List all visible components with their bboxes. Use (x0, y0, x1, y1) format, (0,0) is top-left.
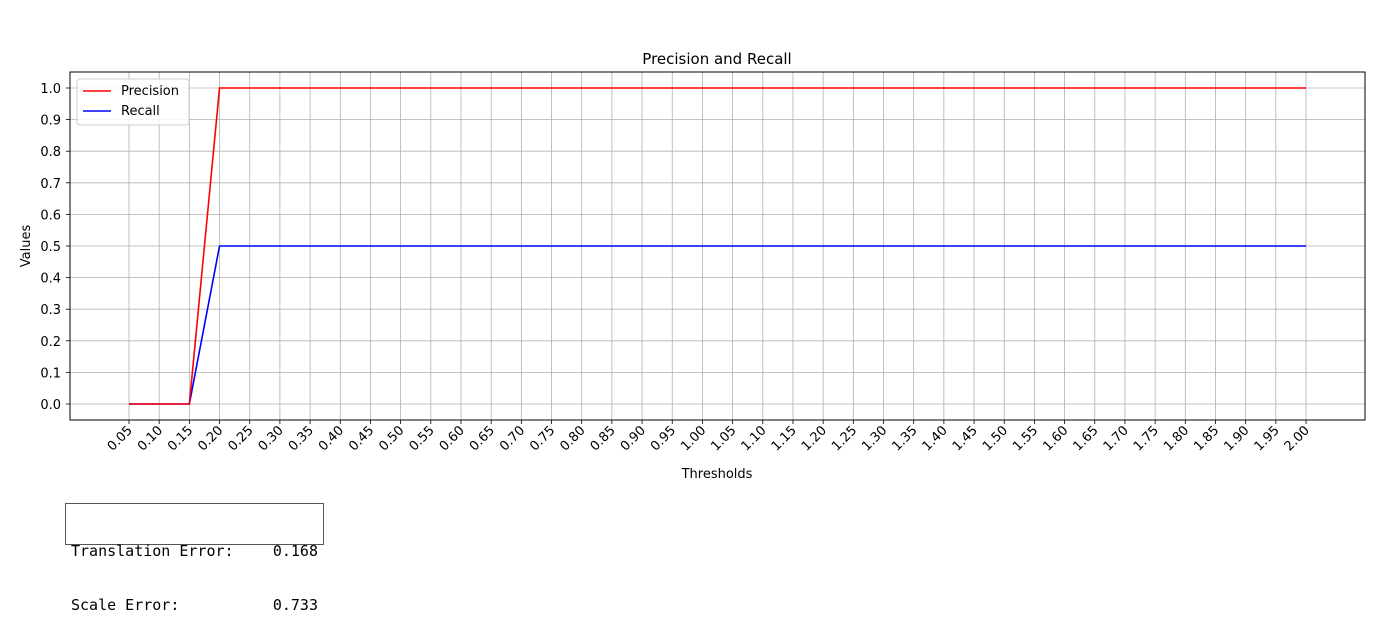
y-tick-label: 0.0 (40, 398, 61, 413)
y-tick-label: 0.5 (40, 240, 61, 255)
y-tick-label: 0.6 (40, 208, 61, 223)
x-tick-label: 0.05 (105, 423, 136, 454)
series-lines (129, 87, 1307, 405)
x-tick-label: 1.35 (889, 423, 920, 454)
x-axis-ticks: 0.05 0.10 0.15 0.20 0.25 0.30 0.35 0.40 0.45 0.50… (105, 420, 1313, 454)
x-tick-label: 1.55 (1010, 423, 1041, 454)
x-tick-label: 2.00 (1282, 423, 1313, 454)
x-tick-label: 0.30 (256, 423, 287, 454)
x-tick-label: 0.85 (588, 423, 619, 454)
y-tick-label: 0.7 (40, 177, 61, 192)
y-tick-label: 0.2 (40, 335, 61, 350)
x-tick-label: 0.10 (135, 423, 166, 454)
series-line-precision (129, 87, 1307, 405)
scale-error-label: Scale Error: (71, 596, 180, 614)
x-tick-label: 1.05 (708, 423, 739, 454)
x-tick-label: 1.30 (859, 423, 890, 454)
precision-recall-chart: Precision and Recall 0.05 0.10 0.15 0.20 0.2… (19, 50, 1366, 482)
x-tick-label: 0.15 (165, 423, 196, 454)
x-tick-label: 0.60 (437, 423, 468, 454)
x-tick-label: 1.60 (1040, 423, 1071, 454)
x-tick-label: 0.35 (286, 423, 317, 454)
error-metrics-box: Translation Error: 0.168 Scale Error: 0.73… (65, 503, 324, 614)
x-tick-label: 0.50 (376, 423, 407, 454)
x-tick-label: 0.80 (557, 423, 588, 454)
x-tick-label: 1.40 (920, 423, 951, 454)
x-tick-label: 1.20 (799, 423, 830, 454)
x-tick-label: 1.80 (1161, 423, 1192, 454)
x-tick-label: 1.00 (678, 423, 709, 454)
legend-label-precision: Precision (121, 84, 179, 99)
x-tick-label: 1.25 (829, 423, 860, 454)
y-tick-label: 0.9 (40, 114, 61, 129)
translation-error-row: Translation Error: 0.168 (71, 542, 318, 560)
y-tick-label: 0.1 (40, 366, 61, 381)
x-tick-label: 1.65 (1071, 423, 1102, 454)
x-tick-label: 1.70 (1101, 423, 1132, 454)
x-tick-label: 1.95 (1252, 423, 1283, 454)
x-tick-label: 1.15 (769, 423, 800, 454)
y-tick-label: 0.4 (40, 272, 61, 287)
translation-error-label: Translation Error: (71, 542, 234, 560)
x-tick-label: 0.40 (316, 423, 347, 454)
scale-error-value: 0.733 (272, 596, 318, 614)
x-tick-label: 1.85 (1191, 423, 1222, 454)
series-line-recall (129, 245, 1307, 405)
y-axis-ticks: 0.0 0.1 0.2 0.3 0.4 0.5 0.6 0.7 0.8 0.9 1.0 (40, 82, 70, 413)
x-tick-label: 1.10 (739, 423, 770, 454)
chart-title: Precision and Recall (642, 50, 791, 68)
x-tick-label: 0.65 (467, 423, 498, 454)
x-tick-label: 0.55 (407, 423, 438, 454)
y-tick-label: 1.0 (40, 82, 61, 97)
legend: Precision Recall (76, 78, 190, 126)
x-tick-label: 0.20 (195, 423, 226, 454)
x-tick-label: 1.90 (1221, 423, 1252, 454)
x-axis-label: Thresholds (681, 467, 753, 482)
scale-error-row: Scale Error: 0.733 (71, 596, 318, 614)
x-tick-label: 0.45 (346, 423, 377, 454)
x-tick-label: 0.70 (497, 423, 528, 454)
x-tick-label: 1.50 (980, 423, 1011, 454)
y-axis-label: Values (19, 225, 34, 268)
x-tick-label: 0.95 (648, 423, 679, 454)
translation-error-value: 0.168 (272, 542, 318, 560)
x-tick-label: 0.90 (618, 423, 649, 454)
legend-label-recall: Recall (121, 104, 160, 119)
x-tick-label: 1.45 (950, 423, 981, 454)
x-tick-label: 1.75 (1131, 423, 1162, 454)
y-tick-label: 0.3 (40, 303, 61, 318)
x-tick-label: 0.25 (225, 423, 256, 454)
y-tick-label: 0.8 (40, 145, 61, 160)
x-tick-label: 0.75 (527, 423, 558, 454)
